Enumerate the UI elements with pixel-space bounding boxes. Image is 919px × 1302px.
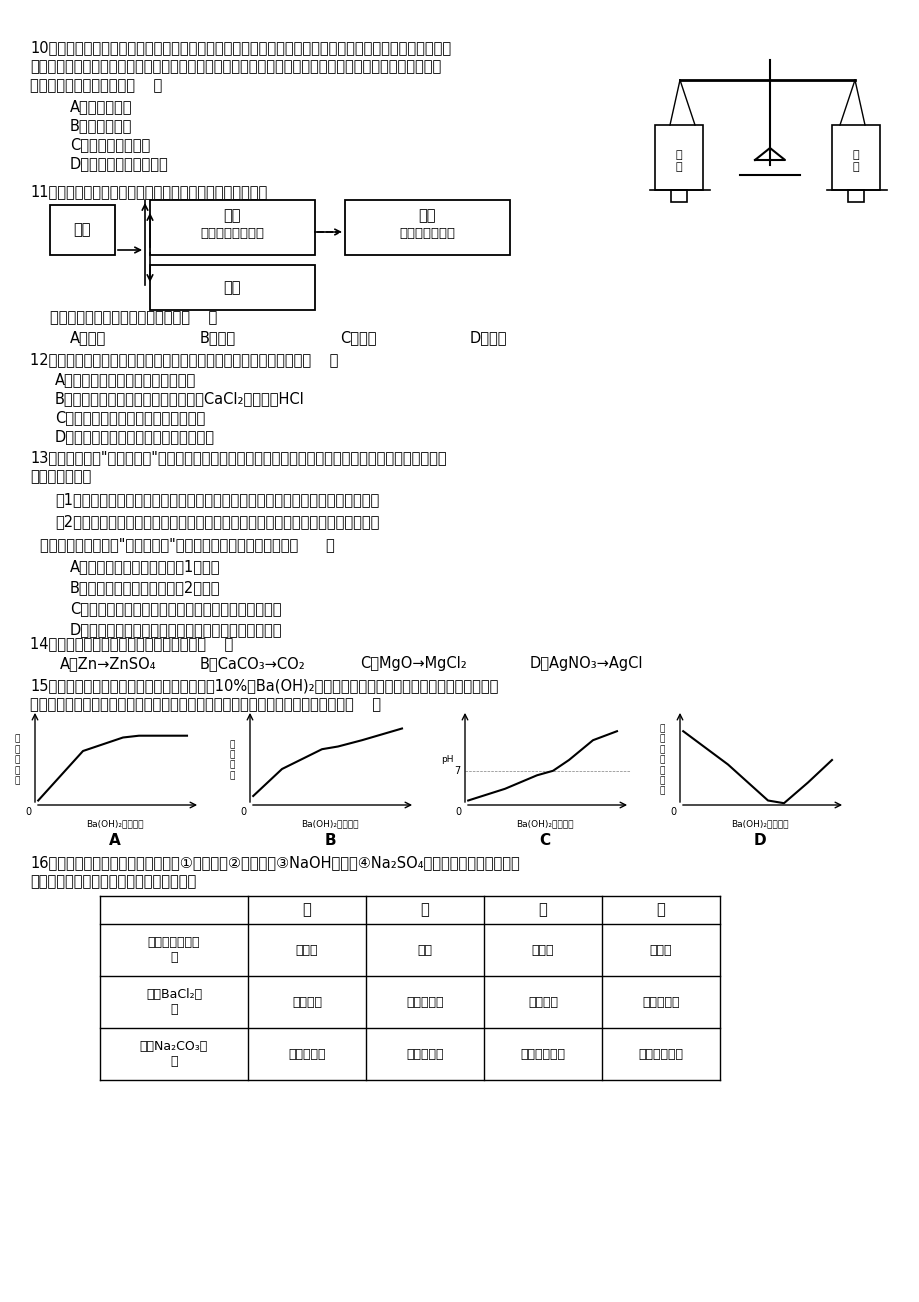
Text: 无明显现象: 无明显现象 <box>641 996 679 1009</box>
Text: 0: 0 <box>241 807 246 816</box>
Text: 0: 0 <box>670 807 676 816</box>
Text: 加入Na₂CO₃溶
液: 加入Na₂CO₃溶 液 <box>140 1040 208 1068</box>
Text: 12．某同学设计的下列各实验方案中，你认为不能达到实验目的的是（    ）: 12．某同学设计的下列各实验方案中，你认为不能达到实验目的的是（ ） <box>30 352 338 367</box>
Text: 10．将等容积、等质量（含瓶塞、导管、燃烧匙及瓶内少量的细砂）的两个集气瓶置于天平的左右两盘，并: 10．将等容积、等质量（含瓶塞、导管、燃烧匙及瓶内少量的细砂）的两个集气瓶置于天… <box>30 40 450 55</box>
Text: C．仍处于平衡状态: C．仍处于平衡状态 <box>70 137 150 152</box>
Text: Ba(OH)₂溶液质量: Ba(OH)₂溶液质量 <box>301 819 358 828</box>
Text: 主要成分氯化钠: 主要成分氯化钠 <box>399 227 455 240</box>
Text: 苦卤: 苦卤 <box>223 280 241 296</box>
Bar <box>345 201 509 255</box>
Text: 16．有四瓶无色溶液，它们分别是：①稀盐酸、②稀硫酸、③NaOH溶液、④Na₂SO₄溶液。某实验小组分别对: 16．有四瓶无色溶液，它们分别是：①稀盐酸、②稀硫酸、③NaOH溶液、④Na₂S… <box>30 855 519 870</box>
Text: 调至平衡，然后同时迅速放入点燃的等质量的白磷和木炭（如右图所示）使两者充分燃烧后冷却至室温，打: 调至平衡，然后同时迅速放入点燃的等质量的白磷和木炭（如右图所示）使两者充分燃烧后… <box>30 59 441 74</box>
Text: C: C <box>539 833 550 848</box>
Text: B．主要成分是盐酸，实验（2）多余: B．主要成分是盐酸，实验（2）多余 <box>70 579 221 595</box>
Text: 溶
质
的
质
量
分
数: 溶 质 的 质 量 分 数 <box>659 724 664 796</box>
Text: 沉
淀
的
质
量: 沉 淀 的 质 量 <box>15 734 19 785</box>
Text: 含泥沙、硫酸钙等: 含泥沙、硫酸钙等 <box>199 227 264 240</box>
Text: 甲: 甲 <box>302 902 311 918</box>
Text: B: B <box>323 833 335 848</box>
Text: B．结晶: B．结晶 <box>199 329 236 345</box>
Text: 0: 0 <box>26 807 32 816</box>
Text: 不变色: 不变色 <box>531 944 553 957</box>
Text: Ba(OH)₂溶液质量: Ba(OH)₂溶液质量 <box>516 819 573 828</box>
Text: A．主要成分是盐酸，实验（1）多余: A．主要成分是盐酸，实验（1）多余 <box>70 559 221 574</box>
Text: 木
炭: 木 炭 <box>852 150 858 172</box>
Text: 丙: 丙 <box>538 902 547 918</box>
Text: 无明显现象: 无明显现象 <box>406 1048 443 1061</box>
Text: C．过滤: C．过滤 <box>340 329 376 345</box>
Bar <box>654 125 702 190</box>
Bar <box>150 266 314 310</box>
Text: 不变色: 不变色 <box>295 944 318 957</box>
Bar <box>670 190 686 202</box>
Text: C．用浓硫酸除去氢气中混有的水蒸气: C．用浓硫酸除去氢气中混有的水蒸气 <box>55 410 205 424</box>
Text: 表示氢氧化钡溶液的质量，纵坐标表示小烧杯中量的变化）。其中肯定不正确的是（    ）: 表示氢氧化钡溶液的质量，纵坐标表示小烧杯中量的变化）。其中肯定不正确的是（ ） <box>30 697 380 712</box>
Text: 变红: 变红 <box>417 944 432 957</box>
Text: 乙: 乙 <box>420 902 429 918</box>
Text: D．用酚酞试液鉴别烧碱溶液和纯碱溶液: D．用酚酞试液鉴别烧碱溶液和纯碱溶液 <box>55 428 215 444</box>
Text: D: D <box>753 833 766 848</box>
Text: 加入无色酚酞溶
液: 加入无色酚酞溶 液 <box>148 936 200 963</box>
Text: B．CaCO₃→CO₂: B．CaCO₃→CO₂ <box>199 656 305 671</box>
Text: A: A <box>109 833 120 848</box>
Text: 产生无色气体: 产生无色气体 <box>520 1048 565 1061</box>
Text: 白色沉淀: 白色沉淀 <box>528 996 558 1009</box>
Bar <box>50 204 115 255</box>
Text: 白
磷: 白 磷 <box>675 150 682 172</box>
Text: 产生无色气体: 产生无色气体 <box>638 1048 683 1061</box>
Text: 四种溶液进行了一系列实验，结果如下表：: 四种溶液进行了一系列实验，结果如下表： <box>30 874 196 889</box>
Text: D．蒸馏: D．蒸馏 <box>470 329 507 345</box>
Text: （1）取少量样品加入锌粒后，有气泡产生，生成的气体可燃烧并产生淡蓝色火焰。: （1）取少量样品加入锌粒后，有气泡产生，生成的气体可燃烧并产生淡蓝色火焰。 <box>55 492 379 506</box>
Text: 13．市面出售的"水壶一次净"能较好地除去水壶中的水垢，为确定它的成分和使用范围，某同学通过以下: 13．市面出售的"水壶一次净"能较好地除去水壶中的水垢，为确定它的成分和使用范围… <box>30 450 446 465</box>
Text: 此过程中没有涉及到的实验方法是（    ）: 此过程中没有涉及到的实验方法是（ ） <box>50 310 217 326</box>
Text: 实验进行探究：: 实验进行探究： <box>30 469 91 484</box>
Text: 精盐: 精盐 <box>418 208 436 223</box>
Text: 15．向装有一定量的稀硫酸中，不断慢慢滴加10%的Ba(OH)₂溶液至过量。有关量的变化情况见下图（横坐标: 15．向装有一定量的稀硫酸中，不断慢慢滴加10%的Ba(OH)₂溶液至过量。有关… <box>30 678 498 693</box>
Text: B．指针偏向左: B．指针偏向左 <box>70 118 132 133</box>
Text: 水
的
质
量: 水 的 质 量 <box>229 740 234 780</box>
Text: 无明显现象: 无明显现象 <box>406 996 443 1009</box>
Text: B．加入适量的澄清的石灰水，以除去CaCl₂溶液中的HCl: B．加入适量的澄清的石灰水，以除去CaCl₂溶液中的HCl <box>55 391 304 406</box>
Text: D．主要成分是盐酸，对金属有腐蚀作用，可适量使用: D．主要成分是盐酸，对金属有腐蚀作用，可适量使用 <box>70 622 282 637</box>
Text: D．指针先向左后向右偏: D．指针先向左后向右偏 <box>70 156 168 171</box>
Text: Ba(OH)₂溶液质量: Ba(OH)₂溶液质量 <box>731 819 788 828</box>
Text: 经实验，该同学关于"水壶一次净"的下列结论与推断中合理的是（      ）: 经实验，该同学关于"水壶一次净"的下列结论与推断中合理的是（ ） <box>40 536 335 552</box>
Text: pH: pH <box>440 755 453 764</box>
Text: 不变色: 不变色 <box>649 944 672 957</box>
Text: 无明显现象: 无明显现象 <box>288 1048 325 1061</box>
Text: Ba(OH)₂溶液质量: Ba(OH)₂溶液质量 <box>86 819 143 828</box>
Text: 0: 0 <box>456 807 461 816</box>
Text: D．AgNO₃→AgCl: D．AgNO₃→AgCl <box>529 656 642 671</box>
Text: 海水: 海水 <box>74 223 91 237</box>
Text: 7: 7 <box>453 766 460 776</box>
Text: 加入BaCl₂溶
液: 加入BaCl₂溶 液 <box>146 988 202 1016</box>
Text: 丁: 丁 <box>656 902 664 918</box>
Text: 粗盐: 粗盐 <box>223 208 241 223</box>
Text: A．蒸发: A．蒸发 <box>70 329 106 345</box>
Text: 11．下列是某小组在实验室模拟从海水制备精盐的流程图：: 11．下列是某小组在实验室模拟从海水制备精盐的流程图： <box>30 184 267 199</box>
Bar <box>150 201 314 255</box>
Text: C．MgO→MgCl₂: C．MgO→MgCl₂ <box>359 656 466 671</box>
Text: 开止水夹后，此时的天平（    ）: 开止水夹后，此时的天平（ ） <box>30 78 162 92</box>
Bar <box>847 190 863 202</box>
Text: 白色沉淀: 白色沉淀 <box>291 996 322 1009</box>
Text: 14．下列变化只有加酸才能一步实现的是（    ）: 14．下列变化只有加酸才能一步实现的是（ ） <box>30 635 233 651</box>
Text: A．用稀盐酸除去铜中少量的氧化铜: A．用稀盐酸除去铜中少量的氧化铜 <box>55 372 196 387</box>
Text: A．Zn→ZnSO₄: A．Zn→ZnSO₄ <box>60 656 156 671</box>
Bar <box>831 125 879 190</box>
Text: （2）另取少量样品滴加硝酸银溶液后，出现白色沉淀，再滴加稀硝酸沉淀不消失。: （2）另取少量样品滴加硝酸银溶液后，出现白色沉淀，再滴加稀硝酸沉淀不消失。 <box>55 514 379 529</box>
Text: A．指针偏向右: A．指针偏向右 <box>70 99 132 115</box>
Text: C．主要成分是盐酸，对金属无腐蚀作用，可放心使用: C．主要成分是盐酸，对金属无腐蚀作用，可放心使用 <box>70 602 281 616</box>
